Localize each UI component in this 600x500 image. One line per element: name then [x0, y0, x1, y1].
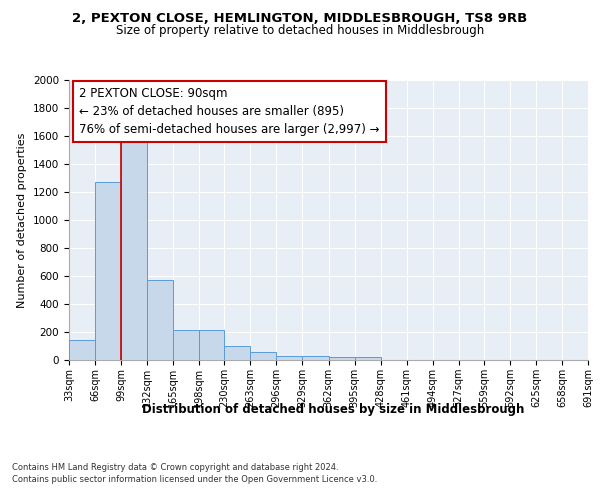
Text: 2, PEXTON CLOSE, HEMLINGTON, MIDDLESBROUGH, TS8 9RB: 2, PEXTON CLOSE, HEMLINGTON, MIDDLESBROU…: [73, 12, 527, 26]
Bar: [95, 182, 121, 360]
Bar: [250, 352, 277, 360]
Y-axis label: Number of detached properties: Number of detached properties: [17, 132, 28, 308]
Bar: [173, 330, 199, 360]
Bar: [355, 357, 380, 360]
Bar: [69, 340, 95, 360]
Text: Contains public sector information licensed under the Open Government Licence v3: Contains public sector information licen…: [12, 475, 377, 484]
Bar: [121, 140, 147, 360]
Text: Distribution of detached houses by size in Middlesbrough: Distribution of detached houses by size …: [142, 402, 524, 415]
Bar: [277, 356, 302, 360]
Bar: [302, 356, 329, 360]
Bar: [147, 280, 173, 360]
Bar: [329, 357, 355, 360]
Bar: [224, 346, 250, 360]
Text: Contains HM Land Registry data © Crown copyright and database right 2024.: Contains HM Land Registry data © Crown c…: [12, 462, 338, 471]
Text: 2 PEXTON CLOSE: 90sqm
← 23% of detached houses are smaller (895)
76% of semi-det: 2 PEXTON CLOSE: 90sqm ← 23% of detached …: [79, 87, 380, 136]
Bar: [199, 330, 224, 360]
Text: Size of property relative to detached houses in Middlesbrough: Size of property relative to detached ho…: [116, 24, 484, 37]
